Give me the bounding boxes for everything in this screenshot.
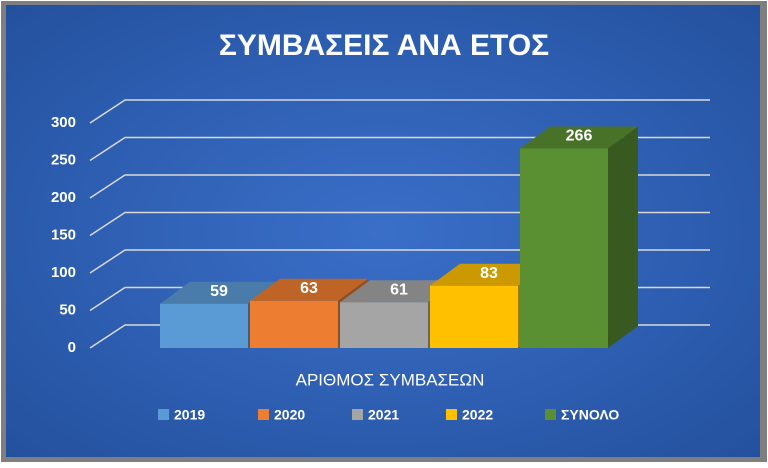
data-label: 63	[300, 280, 318, 297]
grid-line	[89, 211, 710, 237]
y-tick-label: 0	[68, 339, 76, 356]
y-tick-label: 150	[51, 226, 76, 243]
y-tick-label: 100	[51, 264, 76, 281]
data-label: 59	[210, 283, 228, 300]
bar	[250, 300, 338, 348]
legend-label: 2021	[368, 407, 399, 423]
legend-swatch	[352, 409, 363, 420]
y-tick-label: 200	[51, 189, 76, 206]
y-tick-label: 250	[51, 151, 76, 168]
legend-label: 2020	[274, 407, 305, 423]
bar	[160, 303, 248, 348]
grid-line	[89, 249, 710, 274]
bar-top	[250, 278, 368, 301]
data-label: 266	[566, 128, 593, 145]
legend-label: 2019	[174, 407, 205, 423]
grid-line	[89, 99, 710, 124]
legend-label: 2022	[462, 407, 493, 423]
legend-swatch	[158, 409, 169, 420]
x-axis-category: ΑΡΙΘΜΟΣ ΣΥΜΒΑΣΕΩΝ	[296, 370, 485, 389]
y-tick-label: 300	[51, 114, 76, 131]
legend-label: ΣΥΝΟΛΟ	[561, 407, 619, 423]
data-label: 61	[390, 281, 408, 298]
bar-side	[608, 126, 638, 348]
bar	[340, 302, 428, 348]
bar-top	[340, 280, 458, 303]
legend-swatch	[446, 409, 457, 420]
grid-line	[89, 174, 710, 199]
grid-line	[89, 136, 710, 162]
bar	[430, 285, 518, 348]
bar-top	[520, 126, 638, 149]
bar	[520, 148, 608, 348]
bar-top	[430, 263, 548, 286]
bar-top	[160, 281, 278, 304]
data-label: 83	[480, 265, 498, 282]
y-tick-label: 50	[59, 301, 76, 318]
legend-swatch	[258, 409, 269, 420]
legend-swatch	[545, 409, 556, 420]
chart-title: ΣΥΜΒΑΣΕΙΣ ΑΝΑ ΕΤΟΣ	[219, 29, 549, 62]
